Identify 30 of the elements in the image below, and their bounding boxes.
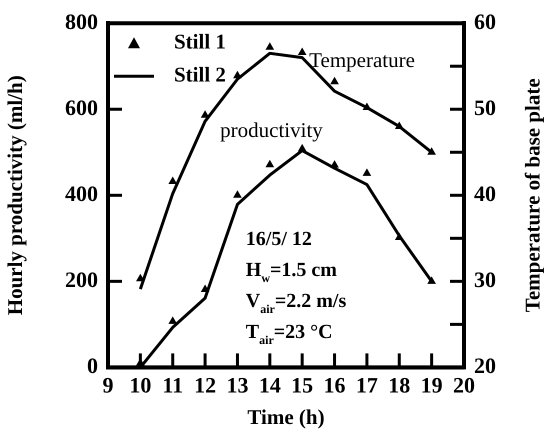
y-tick-label: 400 [65,180,98,206]
x-tick-label: 15 [291,372,314,398]
x-tick-label: 17 [356,372,378,398]
y-tick-label: 600 [65,94,98,120]
x-tick-label: 11 [162,372,184,398]
x-tick-label: 13 [226,372,248,398]
x-tick-label: 16 [324,372,346,398]
y2-tick-label: 60 [474,8,496,34]
y-axis-title: Hourly productivity (ml/h) [3,75,28,316]
y2-tick-label: 50 [474,94,496,120]
x-tick-label: 19 [420,372,443,398]
annotation: 16/5/ 12 [246,228,312,250]
annotation: productivity [220,118,324,142]
x-tick-label: 12 [194,372,216,398]
y2-tick-label: 20 [474,353,496,378]
x-tick-label: 10 [129,372,152,398]
y2-axis-title: Temperature of base plate [520,78,544,312]
legend-label: Still 2 [174,62,226,87]
x-tick-label: 18 [388,372,410,398]
x-tick-label: 14 [258,372,281,398]
y-tick-label: 0 [87,353,98,378]
y2-tick-label: 40 [474,180,496,206]
y2-tick-label: 30 [474,267,496,292]
x-tick-label: 20 [453,372,475,398]
x-axis-title: Time (h) [247,404,325,429]
x-tick-label: 9 [102,372,114,398]
y-tick-label: 800 [65,8,98,34]
annotation: Temperature [309,48,415,72]
legend-label: Still 1 [174,30,226,54]
y-tick-label: 200 [65,267,98,292]
